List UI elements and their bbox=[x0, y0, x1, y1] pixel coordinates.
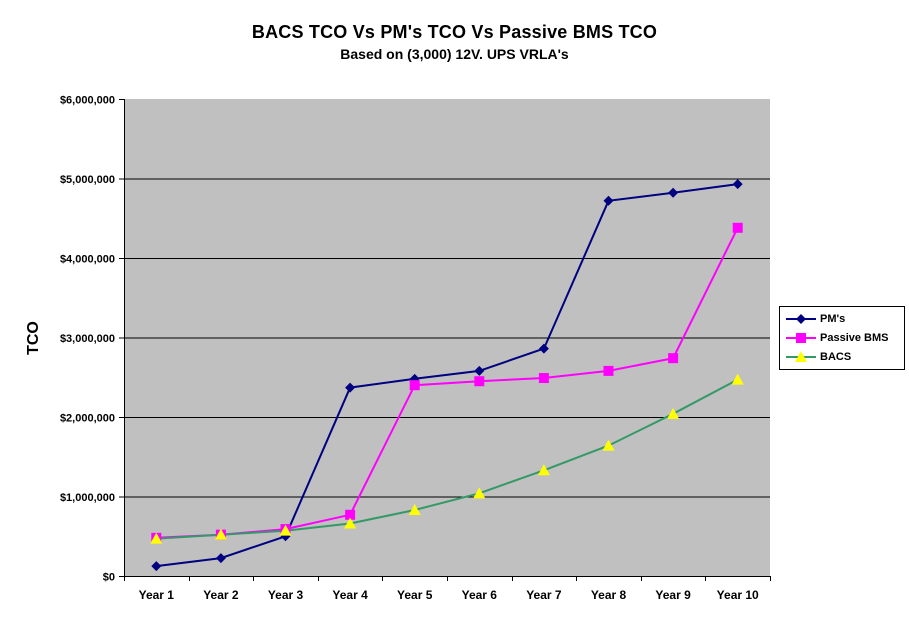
y-tick-label: $4,000,000 bbox=[60, 254, 115, 266]
diamond-marker bbox=[603, 195, 614, 206]
triangle-marker bbox=[150, 532, 163, 544]
diamond-marker-icon bbox=[786, 314, 816, 324]
diamond-marker bbox=[732, 179, 743, 190]
triangle-marker bbox=[344, 517, 357, 529]
diamond-marker bbox=[474, 365, 485, 376]
square-marker-icon bbox=[786, 333, 816, 343]
triangle-marker bbox=[667, 407, 680, 419]
y-tick-label: $0 bbox=[103, 572, 115, 584]
series-line bbox=[156, 378, 739, 540]
diamond-marker bbox=[215, 553, 226, 564]
y-tick-label: $6,000,000 bbox=[60, 95, 115, 107]
series-line bbox=[156, 183, 738, 568]
x-tick-label: Year 6 bbox=[462, 588, 498, 602]
x-tick-label: Year 9 bbox=[655, 588, 691, 602]
y-axis-ticks: $0 $1,000,000 $2,000,000 $3,000,000 $4,000,0… bbox=[60, 95, 124, 584]
series-markers bbox=[150, 179, 744, 572]
x-axis-ticks: Year 1 Year 2 Year 3 Year 4 Year 5 Year 6 Year… bbox=[124, 576, 771, 602]
triangle-marker bbox=[214, 528, 227, 540]
legend-label: BACS bbox=[820, 351, 852, 363]
square-marker bbox=[603, 365, 614, 376]
square-marker bbox=[409, 380, 420, 391]
square-marker bbox=[796, 333, 806, 343]
x-tick-label: Year 10 bbox=[717, 588, 759, 602]
triangle-marker bbox=[602, 439, 615, 451]
x-tick-label: Year 8 bbox=[591, 588, 627, 602]
triangle-marker bbox=[537, 464, 550, 476]
diamond-marker bbox=[538, 343, 549, 354]
diamond-marker bbox=[668, 187, 679, 198]
legend-label: PM's bbox=[820, 313, 846, 325]
y-axis-label: TCO bbox=[25, 321, 42, 355]
x-tick-label: Year 1 bbox=[139, 588, 175, 602]
square-marker bbox=[668, 353, 679, 364]
triangle-marker bbox=[408, 504, 421, 516]
triangle-marker bbox=[473, 487, 486, 499]
chart-title: BACS TCO Vs PM's TCO Vs Passive BMS TCO bbox=[251, 22, 658, 42]
chart-subtitle: Based on (3,000) 12V. UPS VRLA's bbox=[340, 46, 569, 62]
triangle-marker bbox=[279, 524, 292, 536]
y-tick-label: $3,000,000 bbox=[60, 333, 115, 345]
x-tick-label: Year 4 bbox=[332, 588, 368, 602]
x-tick-label: Year 2 bbox=[203, 588, 239, 602]
legend-item-passive-bms: Passive BMS bbox=[786, 329, 888, 347]
gridlines bbox=[124, 178, 770, 498]
triangle-marker bbox=[795, 351, 807, 362]
diamond-marker bbox=[151, 561, 162, 572]
square-marker bbox=[345, 509, 356, 520]
diamond-marker bbox=[345, 382, 356, 393]
y-tick-label: $5,000,000 bbox=[60, 174, 115, 186]
square-marker bbox=[474, 376, 485, 387]
legend-label: Passive BMS bbox=[820, 332, 889, 344]
y-tick-label: $2,000,000 bbox=[60, 413, 115, 425]
legend-item-bacs: BACS bbox=[786, 348, 851, 366]
diamond-marker bbox=[796, 314, 806, 324]
legend: PM's Passive BMS BACS bbox=[779, 306, 905, 370]
x-tick-label: Year 5 bbox=[397, 588, 433, 602]
x-tick-label: Year 7 bbox=[526, 588, 562, 602]
x-tick-label: Year 3 bbox=[268, 588, 304, 602]
triangle-marker-icon bbox=[786, 351, 816, 362]
square-marker bbox=[732, 222, 743, 233]
y-tick-label: $1,000,000 bbox=[60, 492, 115, 504]
triangle-marker bbox=[731, 373, 744, 385]
series-lines bbox=[156, 183, 739, 568]
square-marker bbox=[538, 373, 549, 384]
legend-item-pms: PM's bbox=[786, 310, 845, 328]
